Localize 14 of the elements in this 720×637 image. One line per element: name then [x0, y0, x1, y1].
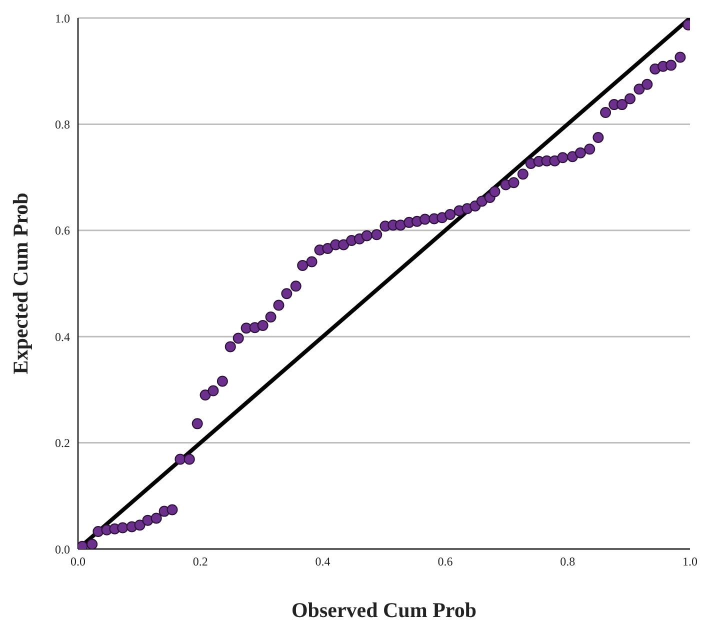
y-tick-label: 0.4: [55, 330, 70, 344]
y-tick-label: 1.0: [55, 11, 70, 26]
x-tick-label: 0.0: [70, 554, 86, 569]
y-tick-label: 0.6: [55, 224, 70, 238]
x-tick-label: 0.4: [315, 554, 330, 569]
y-tick-label: 0.2: [55, 436, 70, 450]
x-tick-label: 0.2: [192, 554, 208, 569]
y-axis-title: Expected Cum Prob: [8, 192, 32, 374]
x-tick-label: 0.6: [438, 554, 453, 569]
x-tick-label: 1.0: [682, 554, 698, 569]
y-tick-label: 0.0: [55, 542, 70, 556]
x-tick-label: 0.8: [560, 554, 576, 569]
y-tick-label: 0.8: [55, 117, 70, 132]
x-axis-title: Observed Cum Prob: [291, 598, 477, 622]
